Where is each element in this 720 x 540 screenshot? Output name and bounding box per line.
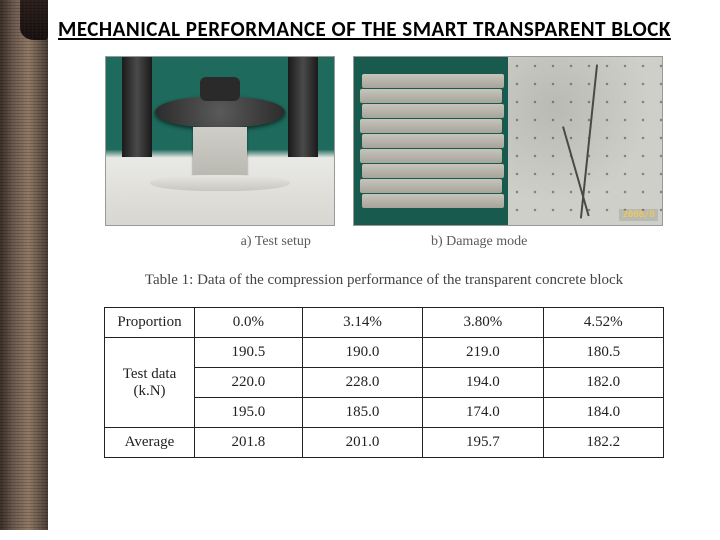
col-3: 3.80% xyxy=(423,308,543,338)
cell: 185.0 xyxy=(302,398,422,428)
cell: 194.0 xyxy=(423,368,543,398)
figure-a xyxy=(105,56,335,226)
figure-b: 2008/0 xyxy=(353,56,663,226)
col-2: 3.14% xyxy=(302,308,422,338)
cell: 180.5 xyxy=(543,338,663,368)
figure-a-photo xyxy=(105,56,335,226)
decorative-left-band xyxy=(0,0,48,540)
caption-a: a) Test setup xyxy=(241,234,311,250)
table-row: Average 201.8 201.0 195.7 182.2 xyxy=(105,428,664,458)
cell: 182.2 xyxy=(543,428,663,458)
cell: 201.0 xyxy=(302,428,422,458)
cell: 182.0 xyxy=(543,368,663,398)
photo-datestamp: 2008/0 xyxy=(619,209,658,221)
bottom-crop-mask xyxy=(0,530,720,540)
cell: 184.0 xyxy=(543,398,663,428)
cell: 190.0 xyxy=(302,338,422,368)
cell: 195.7 xyxy=(423,428,543,458)
page-title: MECHANICAL PERFORMANCE OF THE SMART TRAN… xyxy=(58,16,716,42)
machine-column-left xyxy=(122,57,152,157)
data-table: Proportion 0.0% 3.14% 3.80% 4.52% Test d… xyxy=(104,307,664,458)
specimen-cracked-face: 2008/0 xyxy=(508,57,662,225)
machine-column-right xyxy=(288,57,318,157)
figure-b-photo: 2008/0 xyxy=(353,56,663,226)
cell: 219.0 xyxy=(423,338,543,368)
machine-base-plate xyxy=(150,175,290,191)
cell: 201.8 xyxy=(195,428,303,458)
col-1: 0.0% xyxy=(195,308,303,338)
table-header-row: Proportion 0.0% 3.14% 3.80% 4.52% xyxy=(105,308,664,338)
row-label-average: Average xyxy=(105,428,195,458)
figure-row: 2008/0 xyxy=(52,56,716,226)
specimen-layered-stack xyxy=(354,57,508,225)
cell: 190.5 xyxy=(195,338,303,368)
col-4: 4.52% xyxy=(543,308,663,338)
specimen-cube xyxy=(193,127,247,179)
figure-captions: a) Test setup b) Damage mode xyxy=(52,234,716,250)
machine-platen xyxy=(155,97,285,127)
caption-b: b) Damage mode xyxy=(431,234,527,250)
cell: 220.0 xyxy=(195,368,303,398)
table-title: Table 1: Data of the compression perform… xyxy=(52,272,716,289)
row-label-text: Test data (k.N) xyxy=(123,366,177,399)
decorative-top-shape xyxy=(20,0,48,40)
cell: 195.0 xyxy=(195,398,303,428)
col-0: Proportion xyxy=(105,308,195,338)
cell: 174.0 xyxy=(423,398,543,428)
row-label-testdata: Test data (k.N) xyxy=(105,338,195,428)
cell: 228.0 xyxy=(302,368,422,398)
slide-content: MECHANICAL PERFORMANCE OF THE SMART TRAN… xyxy=(48,0,720,540)
table-row: Test data (k.N) 190.5 190.0 219.0 180.5 xyxy=(105,338,664,368)
